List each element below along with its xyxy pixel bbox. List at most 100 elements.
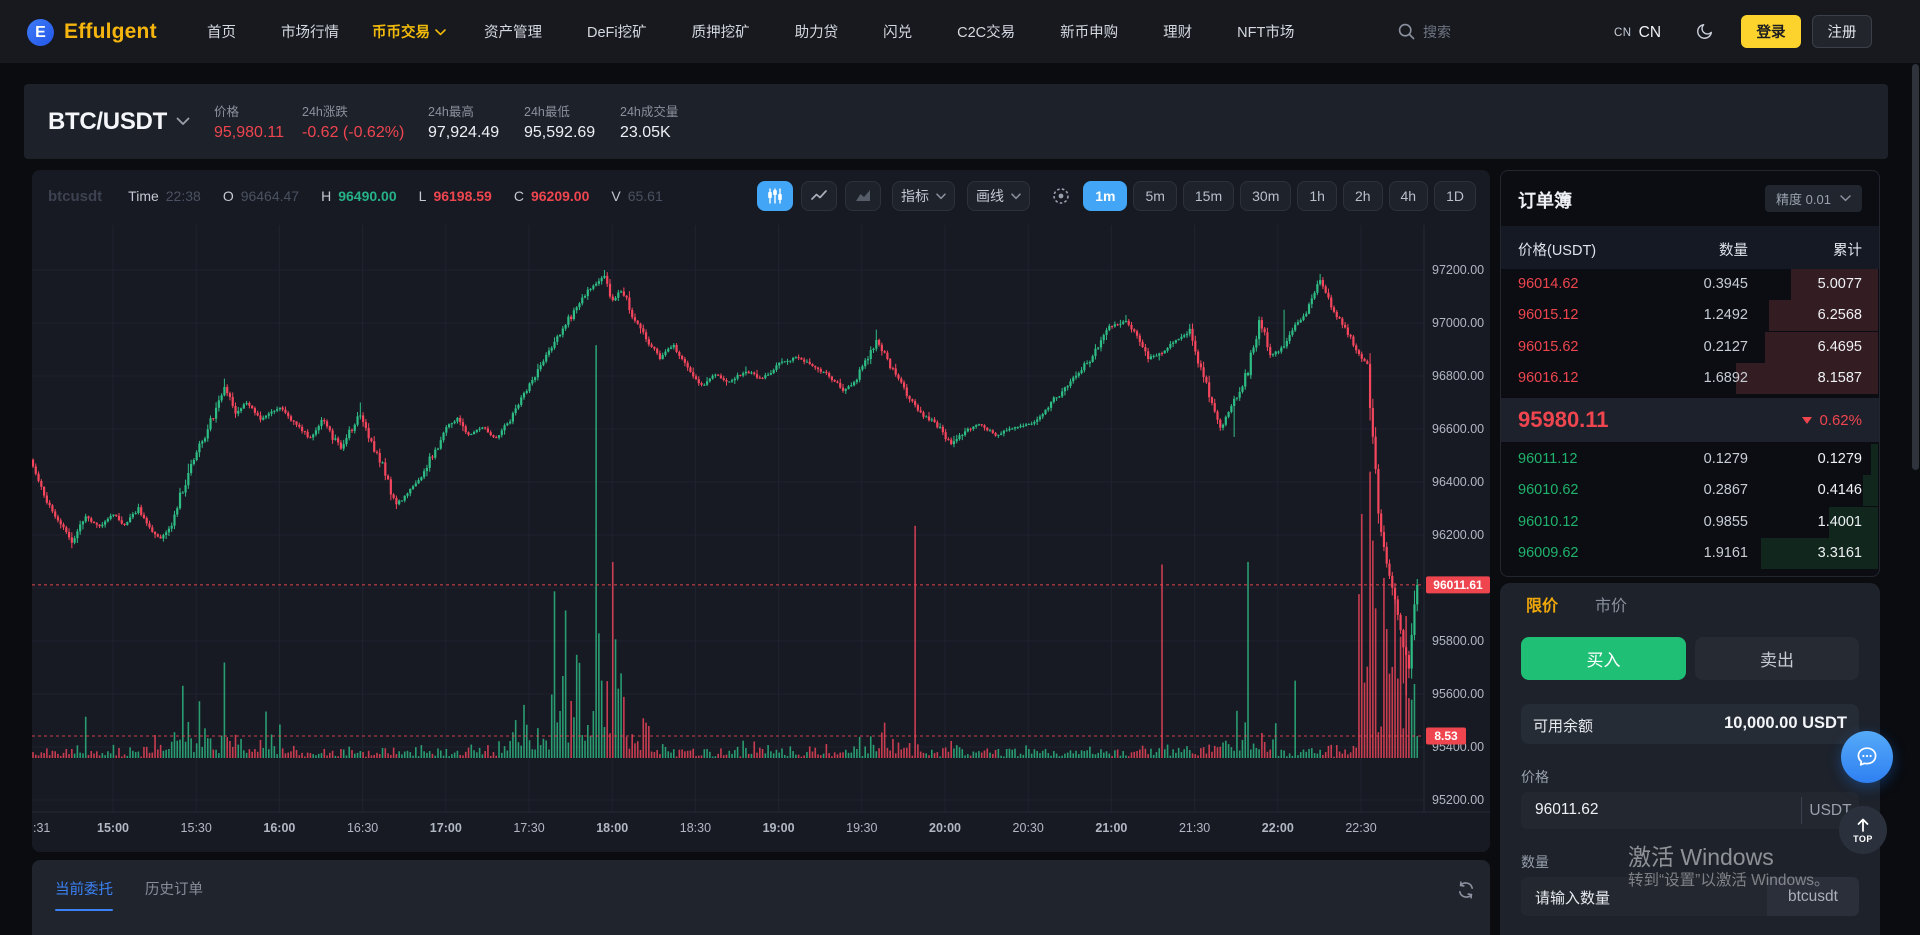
svg-text:96800.00: 96800.00 bbox=[1432, 369, 1484, 383]
order-price: 96010.62 bbox=[1518, 482, 1579, 499]
timeframe-1D[interactable]: 1D bbox=[1434, 181, 1476, 211]
order-price: 96016.12 bbox=[1518, 369, 1579, 386]
order-price: 96015.62 bbox=[1518, 338, 1579, 355]
depth-bar bbox=[1790, 269, 1878, 300]
orders-tab[interactable]: 当前委托 bbox=[55, 878, 113, 911]
nav-item[interactable]: 首页 bbox=[207, 21, 236, 42]
order-total: 0.4146 bbox=[1817, 482, 1862, 499]
order-price: 96011.12 bbox=[1518, 451, 1578, 467]
timeframe-1h[interactable]: 1h bbox=[1297, 181, 1337, 211]
price-input[interactable]: 96011.62 USDT bbox=[1521, 792, 1859, 829]
bid-row[interactable]: 96010.12 0.9855 1.4001 bbox=[1501, 506, 1879, 538]
language-switch[interactable]: CN CN bbox=[1614, 0, 1661, 63]
timeframe-1m[interactable]: 1m bbox=[1083, 181, 1128, 211]
refresh-icon[interactable] bbox=[1456, 880, 1476, 900]
timeframe-buttons: 1m 5m 15m 30m 1h 2h 4h 1D bbox=[1083, 181, 1476, 211]
balance-value: 10,000.00 USDT bbox=[1724, 714, 1847, 732]
ticker-stat-value: 23.05K bbox=[620, 124, 671, 141]
area-chart-button[interactable] bbox=[845, 181, 881, 211]
orders-tab[interactable]: 历史订单 bbox=[145, 882, 203, 898]
nav-item[interactable]: DeFi挖矿 bbox=[587, 21, 647, 42]
nav-item-label: 助力贷 bbox=[794, 25, 839, 41]
nav-item[interactable]: 资产管理 bbox=[484, 21, 542, 42]
ask-row[interactable]: 96014.62 0.3945 5.0077 bbox=[1501, 269, 1879, 300]
line-chart-button[interactable] bbox=[801, 181, 837, 211]
input-divider bbox=[1801, 797, 1802, 824]
candlestick-chart-button[interactable] bbox=[757, 181, 793, 211]
ticker-stat-value: 97,924.49 bbox=[428, 124, 500, 141]
legend-high-key: H bbox=[321, 188, 332, 204]
timeframe-30m[interactable]: 30m bbox=[1240, 181, 1292, 211]
nav-item[interactable]: C2C交易 bbox=[957, 21, 1015, 42]
orderbook-header: 订单簿 精度 0.01 bbox=[1501, 171, 1879, 226]
ask-row[interactable]: 96015.62 0.2127 6.4695 bbox=[1501, 331, 1879, 363]
theme-toggle[interactable] bbox=[1695, 0, 1714, 63]
login-button[interactable]: 登录 bbox=[1741, 15, 1801, 48]
drawing-tools-dropdown[interactable]: 画线 bbox=[967, 181, 1030, 211]
legend-low-value: 96198.59 bbox=[433, 188, 492, 204]
amount-input[interactable]: 请输入数量 btcusdt bbox=[1521, 877, 1859, 916]
bid-row[interactable]: 96011.12 0.1279 0.1279 bbox=[1501, 444, 1879, 475]
ticker-bar: BTC/USDT 价格 95,980.11 24h涨跌 -0.62 (-0.62%) 2… bbox=[24, 84, 1888, 159]
order-total: 3.3161 bbox=[1817, 544, 1862, 561]
pair-label: BTC/USDT bbox=[48, 107, 167, 135]
ticker-stat-value: -0.62 (-0.62%) bbox=[302, 124, 405, 141]
timeframe-5m[interactable]: 5m bbox=[1133, 181, 1177, 211]
bid-row[interactable]: 96010.62 0.2867 0.4146 bbox=[1501, 475, 1879, 507]
amount-unit-label: btcusdt bbox=[1767, 877, 1859, 916]
register-button[interactable]: 注册 bbox=[1812, 15, 1872, 48]
chevron-down-icon bbox=[435, 29, 446, 36]
svg-text:95600.00: 95600.00 bbox=[1432, 687, 1484, 701]
chart-settings-button[interactable] bbox=[1044, 181, 1078, 211]
windows-activation-hint: 转到“设置”以激活 Windows。 bbox=[1628, 872, 1830, 889]
search-placeholder: 搜索 bbox=[1423, 23, 1451, 40]
indicators-dropdown[interactable]: 指标 bbox=[892, 181, 955, 211]
logo-letter: E bbox=[35, 23, 46, 41]
order-total: 8.1587 bbox=[1817, 369, 1862, 386]
chart-legend: btcusdt Time 22:38 O 96464.47 H 96490.00… bbox=[48, 184, 685, 208]
nav-item[interactable]: NFT市场 bbox=[1237, 21, 1294, 42]
ask-row[interactable]: 96016.12 1.6892 8.1587 bbox=[1501, 362, 1879, 394]
nav-menu: 首页 市场行情 币币交易 资产管理 DeFi挖矿 质押挖矿 助力贷 闪兑 C2C交易 新币申购 理财… bbox=[207, 0, 1294, 63]
orderbook-title: 订单簿 bbox=[1518, 191, 1572, 211]
candlestick-chart[interactable]: 97200.00 97000.00 96800.00 96600.00 96400.00… bbox=[32, 225, 1490, 852]
timeframe-4h[interactable]: 4h bbox=[1388, 181, 1429, 211]
ask-row[interactable]: 96015.12 1.2492 6.2568 bbox=[1501, 300, 1879, 332]
svg-text:19:00: 19:00 bbox=[763, 821, 795, 835]
svg-text:16:30: 16:30 bbox=[347, 821, 378, 835]
order-amount: 1.9161 bbox=[1703, 544, 1748, 561]
bid-row[interactable]: 96009.62 1.9161 3.3161 bbox=[1501, 537, 1879, 569]
nav-item-label: 新币申购 bbox=[1060, 25, 1119, 41]
nav-item[interactable]: 闪兑 bbox=[883, 21, 912, 42]
search-box[interactable]: 搜索 bbox=[1398, 0, 1451, 63]
page-scrollbar[interactable] bbox=[1912, 64, 1919, 470]
nav-item[interactable]: 新币申购 bbox=[1060, 21, 1118, 42]
ticker-stat-label: 价格 bbox=[214, 105, 240, 119]
amount-placeholder: 请输入数量 bbox=[1535, 890, 1611, 907]
scroll-to-top-button[interactable]: TOP bbox=[1839, 806, 1887, 854]
order-type-tab[interactable]: 市价 bbox=[1595, 598, 1628, 615]
brand-name: Effulgent bbox=[64, 19, 157, 43]
sell-tab-button[interactable]: 卖出 bbox=[1695, 637, 1859, 680]
nav-item-label: 闪兑 bbox=[883, 25, 913, 41]
depth-bar bbox=[1736, 362, 1878, 394]
nav-item[interactable]: 助力贷 bbox=[795, 21, 839, 42]
timeframe-15m[interactable]: 15m bbox=[1182, 181, 1235, 211]
precision-dropdown[interactable]: 精度 0.01 bbox=[1765, 185, 1862, 212]
nav-item[interactable]: 质押挖矿 bbox=[692, 21, 750, 42]
order-total: 6.4695 bbox=[1817, 338, 1862, 355]
depth-bar bbox=[1828, 506, 1878, 538]
pair-selector[interactable]: BTC/USDT bbox=[48, 84, 190, 159]
timeframe-2h[interactable]: 2h bbox=[1342, 181, 1383, 211]
nav-item[interactable]: 理财 bbox=[1163, 21, 1192, 42]
logo-icon[interactable]: E bbox=[27, 19, 54, 46]
nav-item[interactable]: 市场行情 bbox=[281, 21, 339, 42]
balance-box: 可用余额 10,000.00 USDT bbox=[1521, 704, 1859, 744]
balance-label: 可用余额 bbox=[1533, 718, 1594, 735]
chat-fab[interactable] bbox=[1841, 731, 1893, 783]
buy-tab-button[interactable]: 买入 bbox=[1521, 637, 1686, 680]
order-type-tab[interactable]: 限价 bbox=[1526, 598, 1559, 615]
svg-text:22:00: 22:00 bbox=[1262, 821, 1294, 835]
top-label: TOP bbox=[1853, 833, 1873, 844]
nav-item[interactable]: 币币交易 bbox=[372, 21, 446, 42]
